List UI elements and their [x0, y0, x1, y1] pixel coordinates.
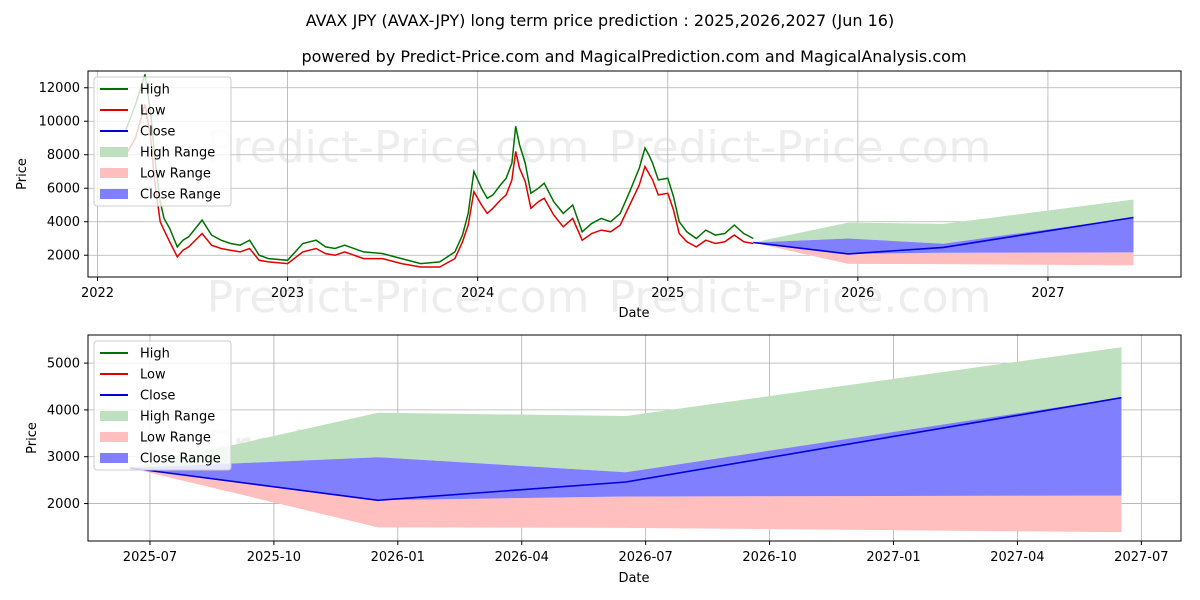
top-grid — [88, 71, 1181, 277]
top-legend-low-range-swatch — [100, 168, 128, 178]
top-high-range-area — [753, 199, 1134, 244]
bottom-y-tick-label: 4000 — [47, 403, 80, 418]
top-legend-high-range-swatch — [100, 147, 128, 157]
bottom-x-tick-label: 2027-01 — [866, 550, 920, 565]
top-legend-low-label: Low — [140, 104, 166, 119]
top-y-tick-label: 6000 — [47, 182, 80, 197]
bottom-close-range-area — [130, 397, 1122, 501]
top-legend-high-label: High — [140, 83, 170, 98]
bottom-legend-high-label: High — [140, 347, 170, 362]
top-low-range-area — [753, 242, 1134, 266]
bottom-x-tick-label: 2026-01 — [371, 550, 425, 565]
bottom-legend: High Low Close High Range Low Range Close Ran… — [93, 340, 232, 471]
top-plot-frame — [87, 70, 1182, 278]
top-x-tick-label: 2025 — [651, 286, 684, 301]
top-chart: Predict-Price.com Predict-Price.com Pred… — [15, 70, 1182, 323]
bottom-legend-high-range-swatch — [100, 411, 128, 421]
bottom-y-tick-label: 2000 — [47, 497, 80, 512]
bottom-legend-low-range-swatch — [100, 432, 128, 442]
top-y-tick-label: 12000 — [39, 81, 80, 96]
bottom-legend-close-range-swatch — [100, 453, 128, 463]
bottom-x-tick-label: 2027-04 — [990, 550, 1044, 565]
bottom-axes: 2025-07 2025-10 2026-01 2026-04 2026-07 2026-… — [47, 357, 1169, 565]
top-series — [125, 74, 1134, 268]
chart-subtitle: powered by Predict-Price.com and Magical… — [301, 47, 966, 66]
top-y-tick-label: 2000 — [47, 249, 80, 264]
top-y-tick-label: 4000 — [47, 215, 80, 230]
top-close-line — [753, 216, 1134, 255]
top-legend-low-range-label: Low Range — [140, 167, 211, 182]
bottom-x-tick-label: 2025-10 — [247, 550, 301, 565]
top-y-tick-label: 8000 — [47, 148, 80, 163]
bottom-x-axis-label: Date — [618, 571, 649, 586]
bottom-y-tick-label: 3000 — [47, 450, 80, 465]
bottom-plot-frame — [87, 334, 1182, 542]
bottom-legend-box — [93, 340, 232, 471]
bottom-legend-close-label: Close — [140, 389, 175, 404]
top-x-tick-label: 2022 — [81, 286, 114, 301]
top-x-tick-label: 2023 — [271, 286, 304, 301]
top-x-axis-label: Date — [618, 306, 649, 321]
bottom-legend-close-range-label: Close Range — [140, 452, 221, 467]
top-x-tick-label: 2027 — [1031, 286, 1064, 301]
top-watermark-3: Predict-Price.com — [207, 272, 590, 323]
top-legend-close-range-label: Close Range — [140, 188, 221, 203]
top-x-tick-label: 2026 — [841, 286, 874, 301]
top-legend: High Low Close High Range Low Range Close Ran… — [93, 76, 232, 207]
bottom-legend-low-range-label: Low Range — [140, 431, 211, 446]
chart-title: AVAX JPY (AVAX-JPY) long term price pred… — [306, 11, 894, 30]
top-legend-close-label: Close — [140, 125, 175, 140]
bottom-legend-high-range-label: High Range — [140, 410, 215, 425]
top-watermark-1: Predict-Price.com — [207, 122, 590, 173]
top-legend-box — [93, 76, 232, 207]
bottom-x-tick-label: 2027-07 — [1114, 550, 1168, 565]
bottom-y-axis-label: Price — [25, 422, 40, 454]
bottom-x-tick-label: 2025-07 — [123, 550, 177, 565]
top-low-line — [125, 104, 754, 268]
top-y-tick-label: 10000 — [39, 115, 80, 130]
top-axes: 2022 2023 2024 2025 2026 2027 2000 4000 6000 8000… — [39, 81, 1065, 301]
bottom-low-range-area — [130, 468, 1122, 533]
bottom-legend-low-label: Low — [140, 368, 166, 383]
top-watermark-2: Predict-Price.com — [609, 122, 992, 173]
top-y-axis-label: Price — [15, 158, 30, 190]
bottom-close-line — [129, 396, 1122, 502]
top-legend-close-range-swatch — [100, 189, 128, 199]
bottom-x-tick-label: 2026-07 — [618, 550, 672, 565]
top-high-line — [125, 74, 754, 265]
bottom-chart: Predict-Price.com Predict-Price.com 2025… — [25, 334, 1182, 586]
bottom-x-tick-label: 2026-04 — [495, 550, 549, 565]
bottom-high-range-area — [130, 347, 1122, 473]
bottom-y-tick-label: 5000 — [47, 357, 80, 372]
top-close-range-area — [753, 217, 1134, 254]
top-watermark-4: Predict-Price.com — [609, 272, 992, 323]
top-x-tick-label: 2024 — [461, 286, 494, 301]
bottom-x-tick-label: 2026-10 — [742, 550, 796, 565]
bottom-series — [129, 347, 1122, 533]
top-legend-high-range-label: High Range — [140, 146, 215, 161]
